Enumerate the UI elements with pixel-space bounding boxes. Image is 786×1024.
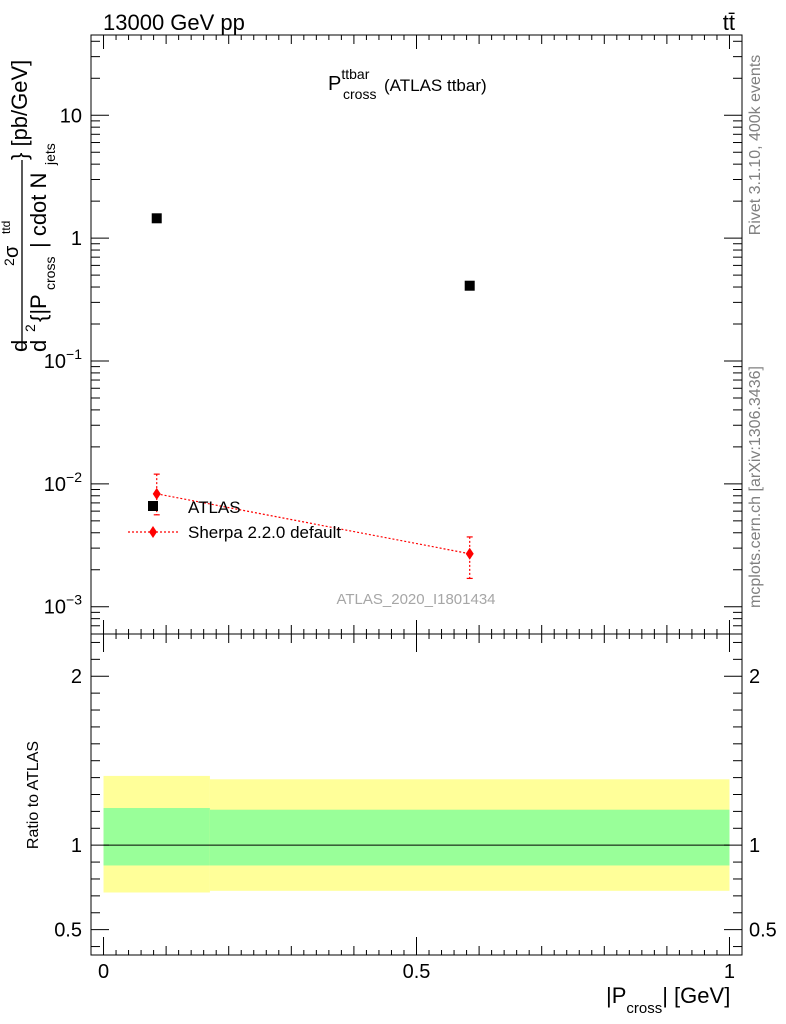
ylabel-denominator-brace: {|P xyxy=(26,294,51,322)
x-tick-label: 0.5 xyxy=(403,961,431,983)
ratio-uncertainty-bands xyxy=(103,775,730,893)
x-tick-label: 0 xyxy=(98,961,109,983)
ylabel-denominator-d: d xyxy=(26,340,51,352)
ylabel-denominator-jets: jets xyxy=(42,143,58,166)
header-final-state-label: tt̄ xyxy=(723,10,735,35)
main-y-tick-label-exp: −3 xyxy=(66,592,82,608)
x-axis-label-pre: |P xyxy=(606,983,626,1008)
main-plot-marks xyxy=(151,213,475,580)
main-y-axis-label: d 2 σ ttd d 2 {|P cross | cdot N jets } … xyxy=(0,60,58,352)
main-y-tick-label: 1 xyxy=(71,228,82,250)
rivet-version-label: Rivet 3.1.10, 400k events xyxy=(747,55,764,236)
plot-title-main: P xyxy=(328,73,341,95)
ratio-y-tick-label-left: 2 xyxy=(71,666,82,688)
legend-atlas-label: ATLAS xyxy=(188,498,241,517)
legend: ATLAS Sherpa 2.2.0 default xyxy=(128,498,341,542)
ylabel-numerator-sigma: σ xyxy=(1,245,23,258)
atlas-point xyxy=(151,213,162,224)
ratio-y-tick-label-right: 2 xyxy=(749,666,760,688)
legend-sherpa-label: Sherpa 2.2.0 default xyxy=(188,523,341,542)
ylabel-numerator-sigma-sup: ttd xyxy=(0,221,13,234)
ratio-tick-labels: 0.5 0.5 1 1 2 2 0 0.5 1 xyxy=(54,666,777,983)
main-axis-ticks xyxy=(91,35,742,635)
plot-title-suffix: (ATLAS ttbar) xyxy=(384,76,487,95)
x-axis-label: |Pcross| [GeV] xyxy=(606,983,730,1017)
ratio-panel: 0.5 0.5 1 1 2 2 0 0.5 1 Ratio to ATLAS |Pcross| … xyxy=(25,633,777,1017)
legend-sherpa-marker xyxy=(149,526,157,538)
plot-title-subscript: cross xyxy=(343,86,376,102)
ylabel-numerator-exp: 2 xyxy=(1,258,17,266)
legend-atlas-marker xyxy=(148,501,158,511)
sherpa-line xyxy=(156,493,470,555)
ratio-y-tick-label-left: 0.5 xyxy=(54,920,82,942)
ylabel-denominator-exp: 2 xyxy=(22,324,38,332)
ylabel-denominator-mid: | cdot N xyxy=(26,173,51,248)
plot-title: Pttbar cross (ATLAS ttbar) xyxy=(328,66,487,102)
ratio-frame xyxy=(90,633,743,956)
main-y-tick-label-base: 10 xyxy=(44,351,66,373)
x-tick-label: 1 xyxy=(724,961,735,983)
main-y-tick-label-exp: −2 xyxy=(66,469,82,485)
ratio-y-tick-label-left: 1 xyxy=(71,835,82,857)
plot-title-superscript: ttbar xyxy=(341,66,369,82)
ylabel-unit: } [pb/GeV] xyxy=(7,60,32,160)
main-y-tick-label-base: 10 xyxy=(44,474,66,496)
ratio-axis-ticks xyxy=(91,634,742,955)
ylabel-denominator-sub: cross xyxy=(42,257,58,290)
mcplots-label: mcplots.cern.ch [arXiv:1306.3436] xyxy=(747,366,764,608)
ratio-y-tick-label-right: 1 xyxy=(749,835,760,857)
ratio-inner-band xyxy=(209,809,730,866)
atlas-point xyxy=(464,280,475,291)
ratio-y-axis-label: Ratio to ATLAS xyxy=(25,741,42,849)
ratio-y-tick-label-right: 0.5 xyxy=(749,920,777,942)
main-y-tick-label-base: 1 xyxy=(71,228,82,250)
main-y-tick-label: 10−1 xyxy=(44,346,82,373)
ylabel-numerator-d: d xyxy=(7,340,32,352)
sherpa-point xyxy=(465,547,474,560)
sherpa-point xyxy=(152,487,161,500)
main-y-tick-label: 10−3 xyxy=(44,592,82,619)
x-axis-label-post: | [GeV] xyxy=(662,983,730,1008)
main-y-tick-label-base: 10 xyxy=(44,597,66,619)
main-y-tick-label: 10−2 xyxy=(44,469,82,496)
main-y-tick-label: 10 xyxy=(60,105,82,127)
main-y-tick-label-exp: −1 xyxy=(66,346,82,362)
x-axis-label-sub: cross xyxy=(626,1000,662,1017)
analysis-watermark: ATLAS_2020_I1801434 xyxy=(336,591,495,608)
header-process-label: 13000 GeV pp xyxy=(103,10,245,35)
main-y-tick-label-base: 10 xyxy=(60,105,82,127)
ratio-inner-band xyxy=(103,808,210,866)
